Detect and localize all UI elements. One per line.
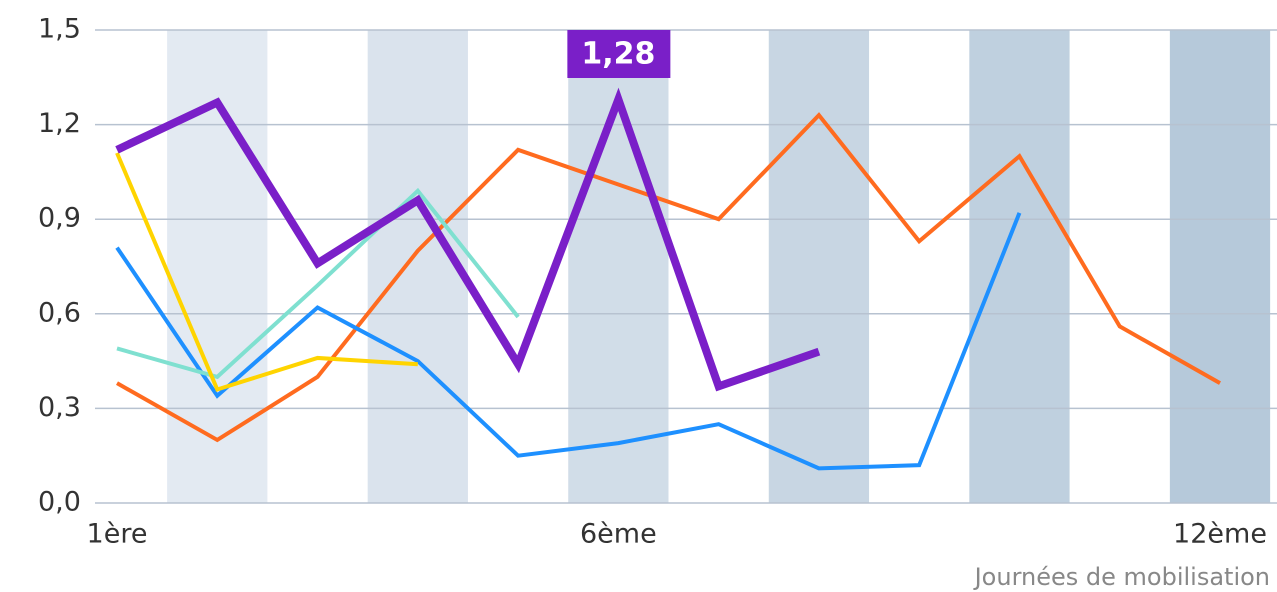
y-tick-label: 0,3 <box>38 392 81 423</box>
band <box>769 30 869 503</box>
y-tick-label: 0,0 <box>38 487 81 518</box>
band <box>969 30 1069 503</box>
background-bands <box>167 30 1270 503</box>
y-tick-label: 1,5 <box>38 14 81 45</box>
x-tick-label: 12ème <box>1173 519 1267 550</box>
band <box>1170 30 1270 503</box>
band <box>368 30 468 503</box>
x-axis-title: Journées de mobilisation <box>973 563 1270 591</box>
value-label: 1,28 <box>581 37 655 72</box>
y-tick-label: 0,6 <box>38 297 81 328</box>
x-tick-label: 1ère <box>87 519 148 550</box>
x-tick-label: 6ème <box>580 519 657 550</box>
y-tick-label: 1,2 <box>38 108 81 139</box>
chart: Journées de mobilisation 0,0 0,3 0,6 0,9 1,2… <box>0 0 1277 592</box>
y-tick-label: 0,9 <box>38 203 81 234</box>
